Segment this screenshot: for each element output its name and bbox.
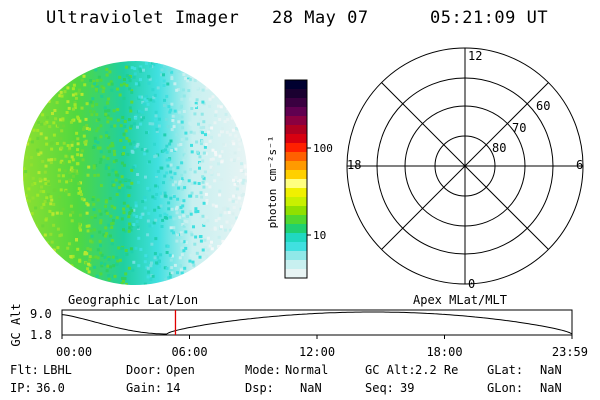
colorbar-cell xyxy=(285,134,307,144)
mlat-label-60: 60 xyxy=(536,99,550,113)
orbit-title-apex: Apex MLat/MLT xyxy=(413,293,507,307)
gcalt-value: 2.2 Re xyxy=(415,363,459,377)
colorbar-cell xyxy=(285,170,307,180)
ip-value: 36.0 xyxy=(36,381,65,395)
colorbar-cell xyxy=(285,179,307,189)
colorbar-tick-100: 100 xyxy=(313,142,333,155)
mlat-label-80: 80 xyxy=(492,141,506,155)
colorbar-cell xyxy=(285,197,307,207)
colorbar-cell xyxy=(285,206,307,216)
colorbar-cell xyxy=(285,116,307,126)
orbit-y-axis-label: GC Alt xyxy=(9,303,23,346)
uv-globe-image xyxy=(23,61,247,285)
polar-diagonal-2 xyxy=(381,82,549,250)
instrument-title: Ultraviolet Imager xyxy=(46,8,240,28)
mlt-label-18: 18 xyxy=(347,158,361,172)
orbit-y-tick-top: 9.0 xyxy=(30,307,52,321)
colorbar-unit-label: photon cm⁻²s⁻¹ xyxy=(266,136,279,229)
mlt-label-6: 6 xyxy=(576,158,583,172)
colorbar-cell xyxy=(285,224,307,234)
colorbar-cell xyxy=(285,80,307,90)
colorbar-cell xyxy=(285,251,307,261)
colorbar: 100 10 photon cm⁻²s⁻¹ xyxy=(266,79,333,279)
orbit-x-tick-label: 18:00 xyxy=(426,345,462,359)
orbit-x-tick-label: 23:59 xyxy=(552,345,588,359)
colorbar-cell xyxy=(285,152,307,162)
gcalt-label: GC Alt: xyxy=(365,363,416,377)
mlt-label-0: 0 xyxy=(468,277,475,290)
dsp-value: NaN xyxy=(300,381,322,395)
seq-value: 39 xyxy=(400,381,415,395)
mode-value: Normal xyxy=(285,363,329,377)
colorbar-cell xyxy=(285,242,307,252)
time-label: 05:21:09 UT xyxy=(430,8,549,28)
door-value: Open xyxy=(166,363,195,377)
glat-value: NaN xyxy=(540,363,562,377)
seq-label: Seq: xyxy=(365,381,394,395)
mode-label: Mode: xyxy=(245,363,282,377)
flt-label: Flt: xyxy=(10,363,39,377)
colorbar-cell xyxy=(285,107,307,117)
colorbar-cell xyxy=(285,269,307,279)
flt-value: LBHL xyxy=(43,363,72,377)
colorbar-tick-10: 10 xyxy=(313,229,326,242)
orbit-plot: Geographic Lat/Lon Apex MLat/MLT GC Alt … xyxy=(9,293,588,359)
colorbar-cell xyxy=(285,233,307,243)
orbit-altitude-curve xyxy=(61,311,573,335)
glon-value: NaN xyxy=(540,381,562,395)
colorbar-cell xyxy=(285,215,307,225)
colorbar-cell xyxy=(285,98,307,108)
orbit-x-tick-label: 06:00 xyxy=(171,345,207,359)
colorbar-cell xyxy=(285,143,307,153)
orbit-x-tick-label: 12:00 xyxy=(299,345,335,359)
orbit-title-geographic: Geographic Lat/Lon xyxy=(68,293,198,307)
polar-mlt-plot: 12 18 6 0 60 70 80 xyxy=(346,47,584,290)
ip-label: IP: xyxy=(10,381,32,395)
gain-label: Gain: xyxy=(126,381,163,395)
mlt-label-12: 12 xyxy=(468,49,482,63)
colorbar-cell xyxy=(285,188,307,198)
colorbar-cell xyxy=(285,89,307,99)
mlat-label-70: 70 xyxy=(512,121,526,135)
colorbar-scale xyxy=(285,80,307,279)
colorbar-cell xyxy=(285,125,307,135)
glon-label: GLon: xyxy=(487,381,524,395)
orbit-y-tick-bottom: 1.8 xyxy=(30,328,52,342)
colorbar-cell xyxy=(285,161,307,171)
date-label: 28 May 07 xyxy=(272,8,369,28)
glat-label: GLat: xyxy=(487,363,524,377)
colorbar-cell xyxy=(285,260,307,270)
gain-value: 14 xyxy=(166,381,181,395)
orbit-x-tick-label: 00:00 xyxy=(56,345,92,359)
door-label: Door: xyxy=(126,363,163,377)
dsp-label: Dsp: xyxy=(245,381,274,395)
